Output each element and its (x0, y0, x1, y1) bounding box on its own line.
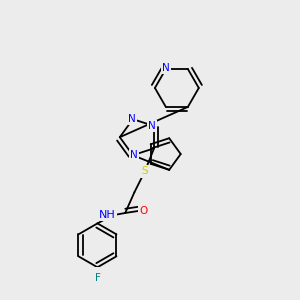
Text: F: F (94, 273, 100, 283)
Text: S: S (142, 167, 148, 176)
Text: O: O (139, 206, 147, 216)
Text: N: N (162, 63, 170, 73)
Text: NH: NH (99, 210, 116, 220)
Text: N: N (130, 150, 138, 160)
Text: N: N (148, 121, 156, 131)
Text: N: N (128, 114, 136, 124)
